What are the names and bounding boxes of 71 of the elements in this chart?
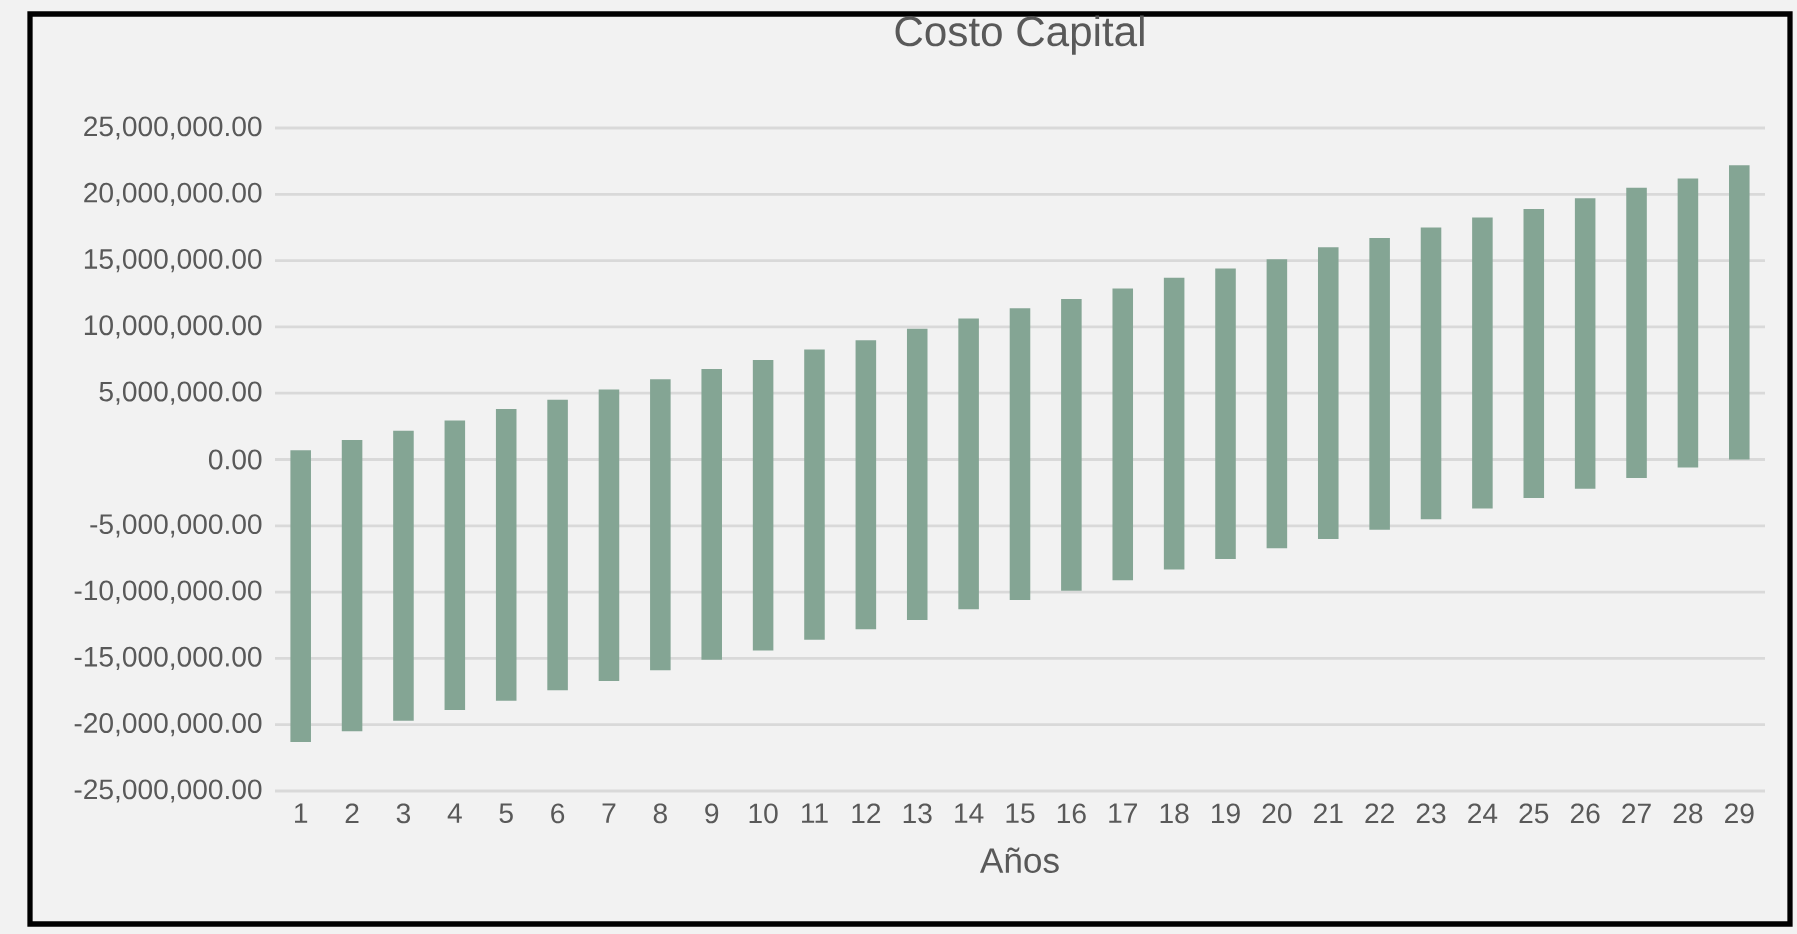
x-tick-label: 15 — [1006, 803, 1035, 824]
x-tick-label: 19 — [1212, 803, 1240, 824]
bar — [701, 368, 722, 660]
bar — [1729, 165, 1750, 460]
bar — [1112, 288, 1134, 581]
x-tick-label: 3 — [396, 803, 411, 824]
y-tick-label: -5,000,000.00 — [90, 514, 262, 538]
bar — [1369, 238, 1390, 530]
bar — [1523, 208, 1545, 498]
x-tick-label: 28 — [1673, 803, 1703, 824]
bar — [752, 360, 774, 651]
x-tick-label: 26 — [1570, 803, 1600, 824]
x-tick-label: 27 — [1622, 803, 1651, 824]
bar — [290, 450, 311, 742]
y-tick-label: 0.00 — [208, 449, 262, 470]
x-tick-label: 11 — [802, 803, 828, 823]
y-tick-label: 25,000,000.00 — [84, 116, 262, 140]
x-tick-label: 21 — [1314, 803, 1343, 824]
bar — [1420, 227, 1442, 520]
y-tick-label: 20,000,000.00 — [84, 182, 262, 206]
bar — [495, 409, 517, 701]
x-tick-label: 24 — [1468, 803, 1498, 824]
bar — [906, 328, 928, 620]
bar — [804, 349, 825, 640]
bar — [1317, 247, 1339, 540]
bar — [1009, 308, 1031, 601]
bar — [1061, 299, 1082, 591]
x-axis-title: Años — [980, 847, 1059, 873]
bar — [1472, 217, 1493, 509]
y-tick-label: -25,000,000.00 — [74, 779, 262, 803]
x-tick-label: 13 — [903, 803, 932, 824]
y-tick-label: -10,000,000.00 — [74, 580, 262, 604]
bar — [341, 440, 363, 732]
bar — [1266, 259, 1288, 549]
bar — [1163, 277, 1185, 570]
x-tick-label: 12 — [852, 803, 881, 824]
y-tick-label: 5,000,000.00 — [99, 381, 262, 405]
bar — [393, 430, 414, 721]
x-tick-label: 9 — [705, 803, 719, 824]
x-tick-label: 7 — [602, 803, 616, 823]
bar — [1677, 178, 1699, 468]
bar — [958, 318, 979, 610]
x-tick-label: 22 — [1365, 803, 1394, 824]
x-tick-label: 14 — [955, 803, 984, 823]
x-tick-label: 1 — [295, 803, 308, 823]
x-tick-label: 5 — [499, 803, 513, 824]
bar — [547, 399, 568, 691]
x-tick-label: 8 — [653, 803, 667, 824]
x-tick-label: 18 — [1160, 803, 1189, 824]
x-tick-label: 10 — [749, 803, 778, 824]
x-tick-label: 29 — [1725, 803, 1754, 824]
x-tick-label: 17 — [1109, 803, 1137, 823]
y-tick-label: 15,000,000.00 — [84, 249, 262, 273]
x-tick-label: 25 — [1519, 803, 1549, 824]
bar — [855, 340, 877, 630]
x-tick-label: 6 — [551, 803, 565, 824]
bar — [1215, 268, 1236, 559]
bar — [444, 420, 466, 711]
bar — [1626, 187, 1647, 479]
x-tick-label: 23 — [1416, 803, 1446, 824]
y-tick-label: -20,000,000.00 — [74, 713, 262, 737]
chart-title: Costo Capital — [895, 15, 1144, 55]
bar — [650, 379, 671, 671]
bar — [598, 389, 620, 681]
x-tick-label: 2 — [345, 803, 359, 824]
x-tick-label: 20 — [1262, 803, 1292, 824]
bar — [1574, 198, 1596, 489]
x-tick-label: 16 — [1057, 803, 1086, 824]
y-tick-label: -15,000,000.00 — [74, 646, 262, 671]
x-tick-label: 4 — [447, 803, 462, 823]
y-tick-label: 10,000,000.00 — [84, 315, 262, 339]
